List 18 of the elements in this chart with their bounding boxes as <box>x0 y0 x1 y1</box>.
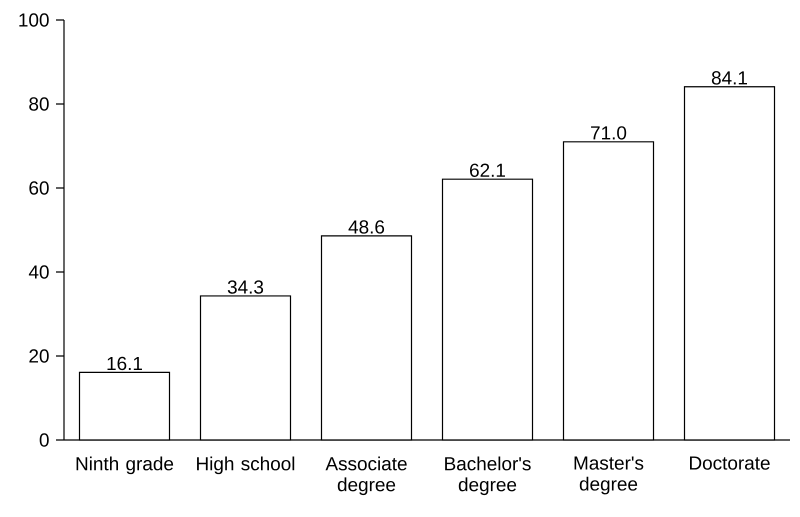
data-label: 48.6 <box>348 220 384 234</box>
y-tick-label: 80 <box>29 97 49 111</box>
x-tick-label: Master's degree <box>574 456 644 494</box>
data-label: 16.1 <box>108 356 142 370</box>
y-tick-label: 40 <box>28 265 49 279</box>
data-label: 84.1 <box>712 71 747 85</box>
x-tick-label: Ninth grade <box>76 456 174 474</box>
y-tick-label: 100 <box>19 13 49 27</box>
x-tick-label: Bachelor's degree <box>445 456 531 496</box>
x-tick-label: High school <box>197 456 294 474</box>
x-tick-label: Doctorate <box>690 456 770 470</box>
y-tick-label: 20 <box>29 349 49 363</box>
data-label: 62.1 <box>470 164 505 177</box>
data-label: 34.3 <box>228 280 264 294</box>
y-tick-label: 60 <box>29 181 49 195</box>
x-tick-label: Associate degree <box>326 456 407 496</box>
data-label: 71.0 <box>591 126 626 140</box>
y-tick-label: 0 <box>40 433 49 447</box>
